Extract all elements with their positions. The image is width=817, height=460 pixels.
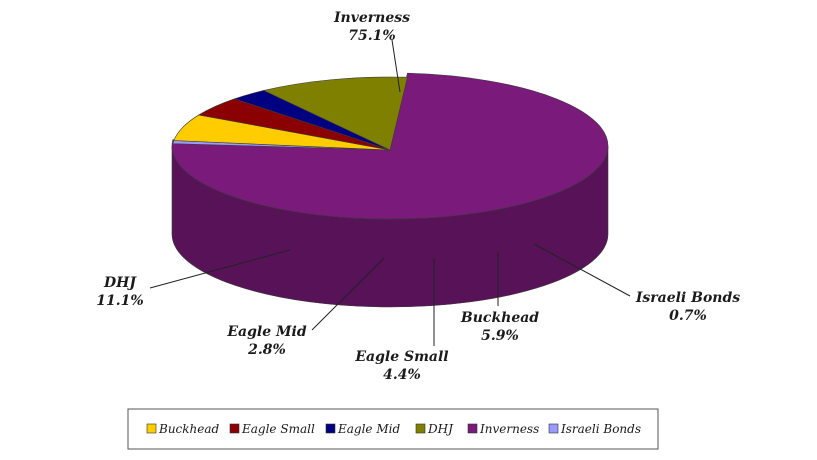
data-label-name-israeli-bonds: Israeli Bonds: [635, 290, 740, 306]
data-label-name-eagle-mid: Eagle Mid: [226, 324, 306, 340]
data-label-name-buckhead: Buckhead: [460, 310, 539, 326]
data-label-value-israeli-bonds: 0.7%: [669, 308, 707, 324]
slice-tops: [171, 72, 609, 220]
data-label-value-buckhead: 5.9%: [481, 328, 519, 344]
data-label-name-inverness: Inverness: [333, 10, 410, 26]
leader-line-eagle-mid: [311, 257, 385, 331]
data-label-name-dhj: DHJ: [103, 275, 137, 291]
data-label-name-eagle-small: Eagle Small: [354, 349, 448, 365]
leader-line-israeli-bonds: [533, 243, 631, 297]
legend-swatch-eagle-mid: [325, 423, 336, 434]
data-label-value-inverness: 75.1%: [348, 28, 395, 44]
legend-item-eagle-small: Eagle Small: [241, 422, 315, 436]
data-label-value-eagle-small: 4.4%: [383, 367, 421, 383]
legend-swatch-buckhead: [146, 423, 157, 434]
legend-box: [127, 408, 659, 450]
legend-item-inverness: Inverness: [479, 422, 539, 436]
data-label-value-dhj: 11.1%: [96, 293, 143, 309]
legend-swatch-dhj: [415, 423, 426, 434]
data-label-value-eagle-mid: 2.8%: [247, 342, 286, 358]
leader-line-inverness: [391, 39, 401, 93]
leader-line-dhj: [149, 249, 291, 289]
legend-item-dhj: DHJ: [427, 422, 454, 436]
legend-swatch-inverness: [467, 423, 478, 434]
legend-item-israeli-bonds: Israeli Bonds: [560, 422, 641, 436]
legend: Buckhead Eagle Small Eagle Mid DHJ Inverness…: [127, 408, 659, 450]
leader-lines: [149, 39, 631, 346]
legend-item-eagle-mid: Eagle Mid: [337, 422, 400, 436]
legend-swatch-israeli-bonds: [548, 423, 559, 434]
data-labels: Inverness 75.1% Israeli Bonds 0.7% Buckhead 5…: [96, 10, 740, 383]
legend-swatch-eagle-small: [229, 423, 240, 434]
legend-item-buckhead: Buckhead: [158, 422, 220, 436]
